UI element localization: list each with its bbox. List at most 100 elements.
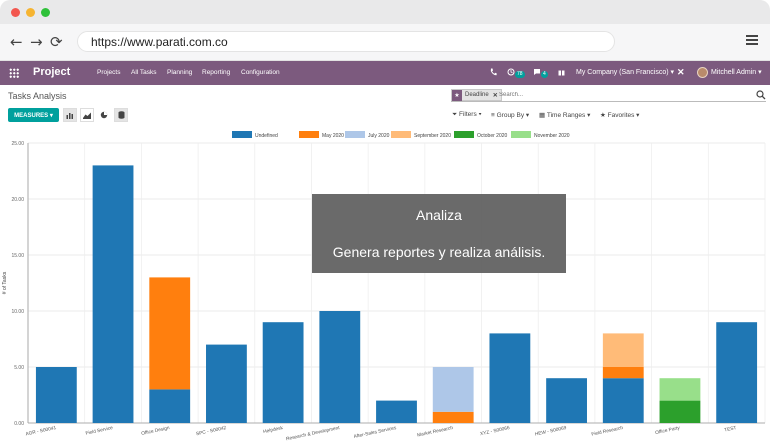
calendar-icon: ▦ [539, 112, 546, 119]
time-ranges-label: Time Ranges ▾ [546, 112, 591, 119]
caption-subtitle: Genera reportes y realiza análisis. [332, 244, 546, 260]
legend-label: May 2020 [322, 133, 344, 139]
url-text: https://www.parati.com.co [91, 35, 228, 49]
close-window-icon[interactable] [11, 8, 20, 17]
filter-star-icon: ★ [452, 89, 462, 101]
x-tick-label: Office Party [655, 425, 681, 436]
bar-segment [602, 367, 644, 379]
y-tick-label: 25.00 [11, 141, 24, 147]
pie-chart-button[interactable] [97, 108, 111, 122]
caption-title: Analiza [416, 207, 462, 223]
remove-facet-icon[interactable]: ✕ [492, 92, 498, 99]
forward-arrow-icon[interactable]: → [30, 33, 43, 51]
favorites-dropdown[interactable]: ★ Favorites ▾ [600, 111, 639, 119]
legend-swatch [299, 131, 319, 138]
menu-item-projects[interactable]: Projects [97, 69, 121, 76]
y-tick-label: 5.00 [14, 365, 24, 371]
bar-segment [149, 389, 191, 423]
address-bar[interactable]: https://www.parati.com.co [77, 31, 615, 52]
bar-segment [262, 322, 304, 423]
bar-segment [376, 400, 417, 423]
filters-dropdown[interactable]: ⏷ Filters ▾ [452, 111, 482, 119]
browser-toolbar: ← → ⟳ https://www.parati.com.co [0, 24, 770, 61]
bar-chart-button[interactable] [63, 108, 77, 122]
x-tick-label: Research & Development [285, 425, 340, 442]
legend-label: November 2020 [534, 133, 570, 139]
bar-segment [92, 165, 134, 423]
legend-swatch [511, 131, 531, 138]
group-by-icon: ≡ [491, 112, 495, 119]
feature-caption: Analiza Genera reportes y realiza anális… [312, 194, 566, 273]
x-tick-label: Field Service [85, 425, 114, 437]
y-tick-label: 15.00 [11, 253, 24, 259]
y-tick-label: 20.00 [11, 197, 24, 203]
browser-title-bar [0, 0, 770, 24]
pie-chart-icon [100, 111, 108, 119]
favorites-label: Favorites ▾ [607, 112, 640, 119]
activity-icon[interactable]: 78 [507, 68, 525, 78]
x-tick-label: Helpdesk [263, 425, 284, 435]
line-chart-icon [83, 112, 91, 119]
measures-button[interactable]: MEASURES ▾ [8, 108, 59, 122]
messages-badge: 4 [541, 71, 548, 78]
company-switcher[interactable]: My Company (San Francisco) ▾ [576, 69, 675, 76]
search-bar: ★ Deadline ✕ [451, 89, 766, 102]
browser-menu-icon[interactable] [746, 35, 758, 45]
database-icon [118, 111, 124, 119]
bar-segment [602, 378, 644, 423]
tasks-bar-chart: 0.00 5.00 10.00 15.00 20.00 25.00 # of Tasks AG… [2, 131, 766, 442]
maximize-window-icon[interactable] [41, 8, 50, 17]
close-icon[interactable]: ✕ [677, 67, 685, 77]
minimize-window-icon[interactable] [26, 8, 35, 17]
y-tick-label: 10.00 [11, 309, 24, 315]
bar-segment [546, 378, 587, 423]
page-title: Tasks Analysis [8, 91, 67, 101]
search-icon[interactable] [756, 90, 766, 100]
time-ranges-dropdown[interactable]: ▦ Time Ranges ▾ [539, 111, 590, 119]
gift-icon[interactable] [558, 68, 565, 78]
x-tick-label: SPC - S00042 [196, 425, 228, 437]
menu-item-planning[interactable]: Planning [167, 69, 193, 76]
x-tick-label: Market Research [417, 425, 454, 439]
user-avatar[interactable] [697, 67, 708, 78]
y-axis-label: # of Tasks [2, 271, 8, 294]
messages-icon[interactable]: 4 [533, 68, 548, 78]
bar-segment [659, 378, 701, 401]
user-menu[interactable]: Mitchell Admin ▾ [711, 69, 762, 76]
x-tick-label: Office Design [141, 425, 171, 437]
legend-swatch [345, 131, 365, 138]
app-brand[interactable]: Project [33, 66, 71, 78]
bar-segment [432, 367, 474, 412]
x-tick-label: AGR - S00041 [25, 425, 57, 437]
x-tick-label: Field Research [591, 425, 624, 438]
search-facet-deadline[interactable]: ★ Deadline ✕ [451, 89, 502, 101]
group-by-dropdown[interactable]: ≡ Group By ▾ [491, 111, 529, 119]
bar-segment [659, 400, 701, 423]
menu-item-reporting[interactable]: Reporting [202, 69, 231, 76]
legend-swatch [391, 131, 411, 138]
x-tick-label: After-Sales Services [353, 425, 397, 440]
search-input[interactable] [499, 90, 749, 100]
bar-segment [602, 333, 644, 367]
facet-label: Deadline [465, 92, 489, 98]
legend-label: October 2020 [477, 133, 508, 139]
menu-item-configuration[interactable]: Configuration [241, 69, 280, 76]
bar-segment [149, 277, 191, 390]
y-tick-label: 0.00 [14, 421, 24, 427]
bar-segment [489, 333, 531, 423]
apps-grid-icon[interactable] [9, 68, 19, 78]
database-button[interactable] [114, 108, 128, 122]
legend-swatch [232, 131, 252, 138]
back-arrow-icon[interactable]: ← [10, 33, 23, 51]
menu-item-all-tasks[interactable]: All Tasks [131, 69, 157, 76]
legend-label: September 2020 [414, 133, 451, 139]
x-tick-label: TEST [724, 425, 737, 433]
x-tick-label: HEW - S00069 [534, 425, 567, 438]
line-chart-button[interactable] [80, 108, 94, 122]
main-navbar: Project Projects All Tasks Planning Repo… [0, 61, 770, 85]
reload-icon[interactable]: ⟳ [50, 33, 63, 51]
phone-icon[interactable] [490, 68, 497, 78]
group-by-label: Group By ▾ [496, 112, 530, 119]
bar-segment [716, 322, 758, 423]
filters-label: Filters ▾ [459, 111, 482, 118]
